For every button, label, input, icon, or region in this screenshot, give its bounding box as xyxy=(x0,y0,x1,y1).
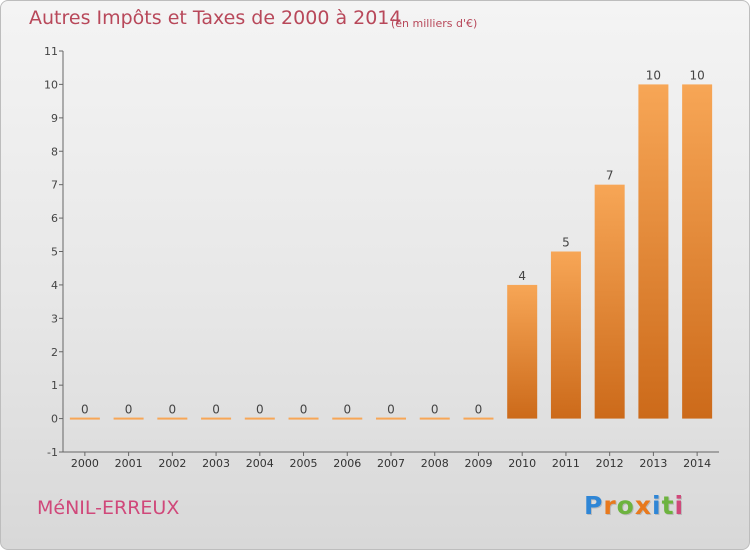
bar xyxy=(113,417,144,420)
y-tick-label: 5 xyxy=(51,246,58,259)
x-tick-label: 2009 xyxy=(464,457,492,470)
bar xyxy=(244,417,275,420)
chart-y-ticks: -1 0 1 2 3 4 5 6 7 8 9 10 11 xyxy=(44,45,63,459)
bar-data-label: 0 xyxy=(212,403,220,417)
bar-data-label: 0 xyxy=(81,403,89,417)
y-tick-label: 4 xyxy=(51,279,58,292)
chart-unit: (en milliers d'€) xyxy=(391,17,478,30)
y-tick-label: 2 xyxy=(51,346,58,359)
bar xyxy=(463,417,494,420)
bar xyxy=(157,417,188,420)
logo-letter: r xyxy=(603,491,617,520)
y-tick-label: 6 xyxy=(51,212,58,225)
y-tick-label: 3 xyxy=(51,312,58,325)
bar-data-label: 4 xyxy=(518,269,526,283)
bar xyxy=(201,417,232,420)
x-tick-label: 2005 xyxy=(290,457,318,470)
chart-x-ticks: 2000 2001 2002 2003 2004 2005 2006 2007 2008 2009… xyxy=(71,452,711,470)
x-tick-label: 2012 xyxy=(596,457,624,470)
bar-data-label: 0 xyxy=(475,403,483,417)
y-tick-label: 7 xyxy=(51,179,58,192)
bar-data-label: 0 xyxy=(431,403,439,417)
bar xyxy=(288,417,319,420)
x-tick-label: 2004 xyxy=(246,457,274,470)
logo-letter: i xyxy=(652,491,662,520)
x-tick-label: 2003 xyxy=(202,457,230,470)
bar-data-label: 7 xyxy=(606,169,614,183)
x-tick-label: 2007 xyxy=(377,457,405,470)
logo-letter: x xyxy=(634,491,652,520)
y-tick-label: 9 xyxy=(51,112,58,125)
commune-name: MéNIL-ERREUX xyxy=(37,497,180,519)
y-tick-label: 10 xyxy=(44,78,58,91)
chart-bars xyxy=(69,84,713,420)
x-tick-label: 2001 xyxy=(115,457,143,470)
y-tick-label: 11 xyxy=(44,45,58,58)
x-tick-label: 2000 xyxy=(71,457,99,470)
bar xyxy=(332,417,363,420)
bar xyxy=(550,251,581,419)
bar-data-label: 0 xyxy=(387,403,395,417)
bar xyxy=(594,184,625,419)
bar xyxy=(69,417,100,420)
logo-letter: t xyxy=(661,491,675,520)
y-tick-label: 1 xyxy=(51,379,58,392)
bar xyxy=(419,417,450,420)
x-tick-label: 2014 xyxy=(683,457,711,470)
y-tick-label: 0 xyxy=(51,413,58,426)
logo-letter: P xyxy=(584,491,604,520)
logo-letter: o xyxy=(616,491,635,520)
bar xyxy=(638,84,669,419)
bar-data-label: 0 xyxy=(169,403,177,417)
logo-letter: i xyxy=(674,491,685,520)
bar xyxy=(376,417,406,420)
bar-data-label: 0 xyxy=(343,403,351,417)
x-tick-label: 2002 xyxy=(158,457,186,470)
x-tick-label: 2006 xyxy=(333,457,361,470)
bar-data-label: 10 xyxy=(646,68,661,82)
x-tick-label: 2013 xyxy=(639,457,667,470)
bar-data-label: 10 xyxy=(689,68,704,82)
chart-title: Autres Impôts et Taxes de 2000 à 2014 xyxy=(29,7,402,29)
bar xyxy=(507,284,538,419)
bar-data-label: 5 xyxy=(562,236,570,250)
bar-data-label: 0 xyxy=(125,403,133,417)
x-tick-label: 2010 xyxy=(508,457,536,470)
bar-data-label: 0 xyxy=(300,403,308,417)
proxiti-logo: Proxiti xyxy=(584,491,684,520)
chart-data-labels: 0 0 0 0 0 0 0 0 0 0 4 5 7 10 10 xyxy=(81,68,705,416)
y-tick-label: -1 xyxy=(47,446,58,459)
x-tick-label: 2011 xyxy=(552,457,580,470)
x-tick-label: 2008 xyxy=(421,457,449,470)
y-tick-label: 8 xyxy=(51,145,58,158)
bar xyxy=(682,84,713,419)
bar-data-label: 0 xyxy=(256,403,264,417)
